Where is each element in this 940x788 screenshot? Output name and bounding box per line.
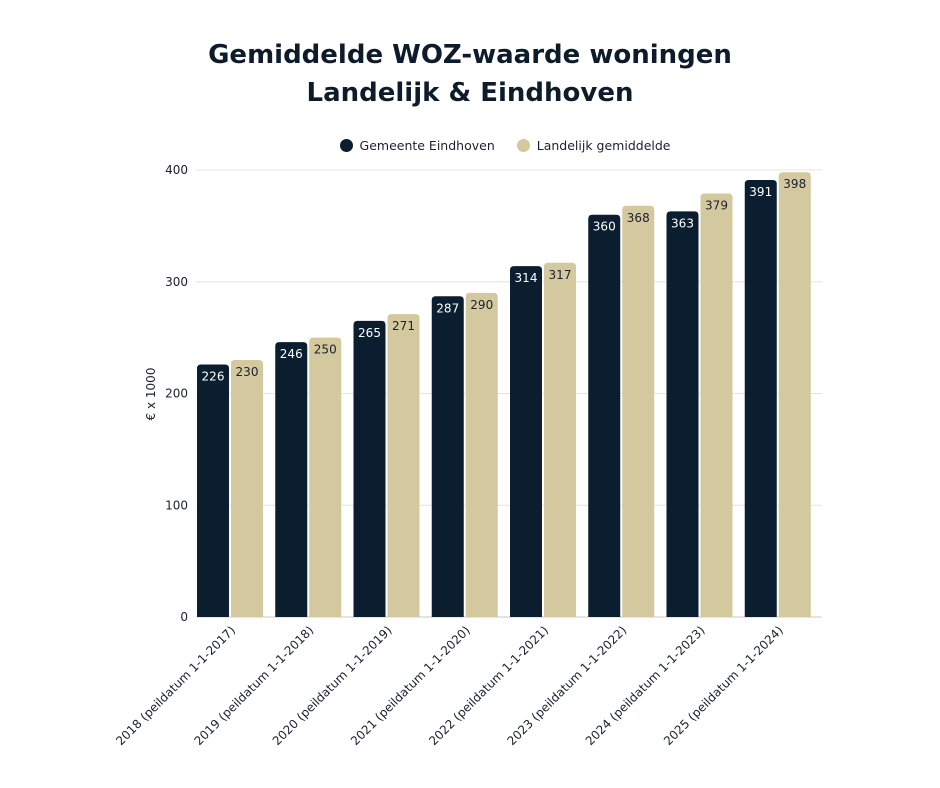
bar-eindhoven-7[interactable]: [744, 180, 777, 617]
bar-eindhoven-5[interactable]: [588, 214, 621, 617]
y-tick-label-200: 200: [165, 387, 188, 401]
bar-value-label-eindhoven-5: 360: [593, 220, 616, 234]
bar-value-label-landelijk-5: 368: [627, 211, 650, 225]
y-tick-label-300: 300: [165, 275, 188, 289]
bar-eindhoven-0[interactable]: [197, 364, 229, 617]
y-axis-label: € x 1000: [144, 368, 158, 421]
bar-eindhoven-2[interactable]: [353, 320, 386, 617]
bar-value-label-landelijk-4: 317: [549, 268, 572, 282]
chart-title: Gemiddelde WOZ-waarde woningen Landelijk…: [0, 36, 940, 112]
chart-legend: Gemeente Eindhoven Landelijk gemiddelde: [0, 138, 940, 153]
bar-eindhoven-4[interactable]: [510, 266, 542, 617]
legend-item-landelijk[interactable]: Landelijk gemiddelde: [516, 138, 671, 153]
y-tick-label-400: 400: [165, 163, 188, 177]
y-tick-label-100: 100: [165, 498, 188, 512]
bar-landelijk-7[interactable]: [778, 172, 811, 618]
bars: 226 230 246 250 265 271 287 290 314 317 360 368 363 3…: [197, 172, 811, 618]
legend-item-eindhoven[interactable]: Gemeente Eindhoven: [339, 138, 495, 153]
chart-title-line1: Gemiddelde WOZ-waarde woningen: [208, 40, 732, 70]
bar-landelijk-5[interactable]: [622, 205, 655, 617]
bar-value-label-landelijk-0: 230: [236, 365, 259, 379]
bar-value-label-eindhoven-7: 391: [749, 185, 772, 199]
bar-value-label-landelijk-1: 250: [314, 343, 337, 357]
bar-landelijk-0[interactable]: [231, 359, 263, 617]
bar-value-label-eindhoven-3: 287: [436, 301, 459, 315]
bar-value-label-landelijk-2: 271: [392, 319, 415, 333]
bar-landelijk-4[interactable]: [544, 262, 576, 617]
bar-value-label-eindhoven-4: 314: [515, 271, 538, 285]
bar-value-label-landelijk-6: 379: [705, 198, 728, 212]
y-tick-label-0: 0: [180, 610, 188, 624]
chart-subtitle: Landelijk & Eindhoven: [306, 78, 634, 108]
bar-value-label-eindhoven-2: 265: [358, 326, 381, 340]
bar-value-label-eindhoven-1: 246: [280, 347, 303, 361]
bar-landelijk-2[interactable]: [387, 314, 420, 617]
bar-landelijk-1[interactable]: [309, 337, 342, 617]
bar-eindhoven-1[interactable]: [275, 342, 308, 617]
legend-swatch-landelijk: [516, 139, 530, 152]
bar-eindhoven-3[interactable]: [431, 296, 464, 617]
y-axis-ticks: 0 100 200 300 400: [165, 163, 188, 624]
bar-value-label-eindhoven-6: 363: [671, 216, 694, 230]
x-axis-ticks: 2018 (peildatum 1-1-2017)2019 (peildatum…: [113, 623, 786, 748]
legend-label-landelijk: Landelijk gemiddelde: [536, 138, 671, 153]
bar-landelijk-3[interactable]: [465, 292, 498, 617]
bar-value-label-landelijk-3: 290: [470, 298, 493, 312]
bar-eindhoven-6[interactable]: [666, 211, 699, 617]
bar-value-label-eindhoven-0: 226: [202, 369, 225, 383]
bar-landelijk-6[interactable]: [700, 193, 733, 617]
legend-swatch-eindhoven: [339, 139, 353, 152]
legend-label-eindhoven: Gemeente Eindhoven: [359, 138, 495, 153]
bar-value-label-landelijk-7: 398: [783, 177, 806, 191]
